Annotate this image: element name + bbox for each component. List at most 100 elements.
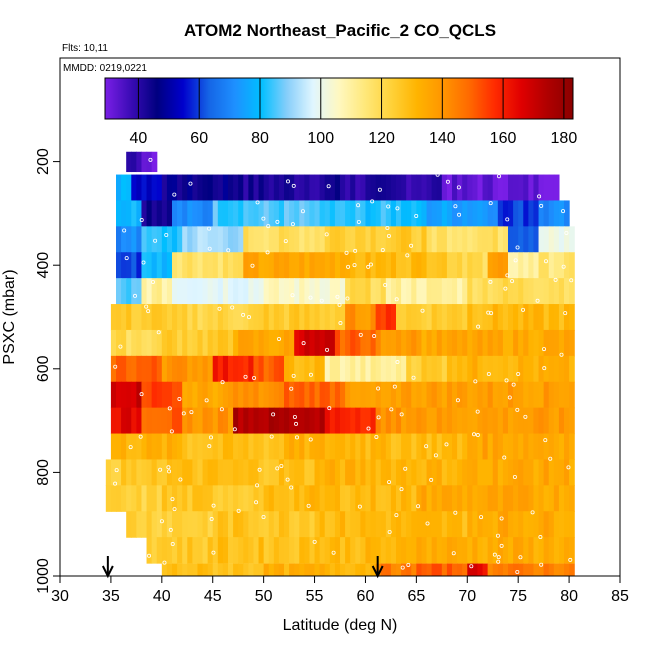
heatmap-cell xyxy=(350,459,356,486)
heatmap-cell xyxy=(156,355,163,383)
heatmap-cell xyxy=(431,226,438,253)
sample-point xyxy=(453,204,458,209)
heatmap-cell xyxy=(151,537,158,564)
heatmap-cell xyxy=(289,278,295,305)
sample-point xyxy=(352,263,357,268)
heatmap-cell xyxy=(431,252,438,279)
heatmap-cell xyxy=(564,433,570,461)
sample-point xyxy=(456,185,461,190)
heatmap-cell xyxy=(375,407,382,435)
heatmap-cell xyxy=(385,459,392,486)
heatmap-cell xyxy=(375,381,382,409)
sample-point xyxy=(515,407,520,412)
x-axis-label: Latitude (deg N) xyxy=(283,617,398,634)
heatmap-cell xyxy=(126,485,132,512)
heatmap-cell xyxy=(126,355,132,383)
sample-point xyxy=(549,580,552,583)
heatmap-cell xyxy=(334,278,341,305)
heatmap-cell xyxy=(202,252,209,279)
heatmap-cell xyxy=(156,485,163,512)
heatmap-cell xyxy=(258,200,265,227)
heatmap-cell xyxy=(569,329,575,357)
heatmap-cell xyxy=(329,226,336,253)
heatmap-cell xyxy=(319,355,326,383)
heatmap-cell xyxy=(528,174,535,202)
heatmap-cell xyxy=(477,433,484,461)
heatmap-cell xyxy=(172,381,178,409)
heatmap-cell xyxy=(233,304,239,331)
heatmap-cell xyxy=(564,252,570,279)
heatmap-cell xyxy=(548,252,555,279)
heatmap-cell xyxy=(477,200,484,227)
heatmap-cell xyxy=(523,226,529,253)
sample-point xyxy=(425,521,430,526)
heatmap-cell xyxy=(258,278,265,305)
heatmap-cell xyxy=(334,200,341,227)
heatmap-cell xyxy=(121,433,127,461)
heatmap-cell xyxy=(365,511,372,538)
heatmap-cell xyxy=(543,433,550,461)
heatmap-cell xyxy=(324,304,331,331)
heatmap-cell xyxy=(436,174,443,202)
heatmap-cell xyxy=(416,355,423,383)
heatmap-cell xyxy=(197,329,204,357)
heatmap-cell xyxy=(248,381,255,409)
heatmap-cell xyxy=(273,226,280,253)
heatmap-cell xyxy=(278,381,285,409)
heatmap-cell xyxy=(309,355,316,383)
heatmap-cell xyxy=(492,329,499,357)
heatmap-cell xyxy=(385,329,392,357)
heatmap-cell xyxy=(441,433,448,461)
heatmap-cell xyxy=(253,433,260,461)
heatmap-cell xyxy=(304,304,311,331)
sample-point xyxy=(204,398,209,403)
heatmap-cell xyxy=(452,304,458,331)
heatmap-cell xyxy=(365,329,372,357)
heatmap-cell xyxy=(121,407,127,435)
heatmap-cell xyxy=(340,329,346,357)
heatmap-cell xyxy=(558,200,565,227)
heatmap-cell xyxy=(462,407,468,435)
sample-point xyxy=(139,392,144,397)
heatmap-cell xyxy=(558,537,565,564)
sample-point xyxy=(386,233,391,238)
heatmap-cell xyxy=(314,304,321,331)
sample-point xyxy=(395,360,400,365)
heatmap-cell xyxy=(355,355,361,383)
heatmap-cell xyxy=(350,563,356,576)
heatmap-cell xyxy=(421,563,428,576)
heatmap-cell xyxy=(472,563,479,576)
x-tick-label: 75 xyxy=(509,588,527,605)
heatmap-cell xyxy=(462,485,468,512)
heatmap-cell xyxy=(390,381,397,409)
sample-point xyxy=(291,183,296,188)
heatmap-cell xyxy=(553,433,560,461)
heatmap-cell xyxy=(334,459,341,486)
heatmap-cell xyxy=(533,407,540,435)
heatmap-cell xyxy=(340,252,346,279)
heatmap-cell xyxy=(314,252,321,279)
heatmap-cell xyxy=(248,200,255,227)
heatmap-cell xyxy=(121,278,127,305)
heatmap-cell xyxy=(248,511,255,538)
sample-point xyxy=(148,157,153,162)
heatmap-cell xyxy=(370,459,377,486)
heatmap-cell xyxy=(533,485,540,512)
flights-label: Flts: 10,11 xyxy=(62,43,108,54)
sample-point xyxy=(325,347,330,352)
heatmap-cell xyxy=(248,174,255,202)
sample-point xyxy=(496,174,501,179)
heatmap-cell xyxy=(238,304,244,331)
heatmap-cell xyxy=(340,511,346,538)
heatmap-cell xyxy=(406,407,412,435)
heatmap-cell xyxy=(177,537,183,564)
heatmap-cell xyxy=(365,381,372,409)
heatmap-cell xyxy=(487,200,494,227)
sample-point xyxy=(403,466,408,471)
heatmap-cell xyxy=(299,511,305,538)
heatmap-cell xyxy=(553,200,560,227)
heatmap-cell xyxy=(411,563,417,576)
heatmap-cell xyxy=(207,485,214,512)
heatmap-cell xyxy=(151,355,158,383)
